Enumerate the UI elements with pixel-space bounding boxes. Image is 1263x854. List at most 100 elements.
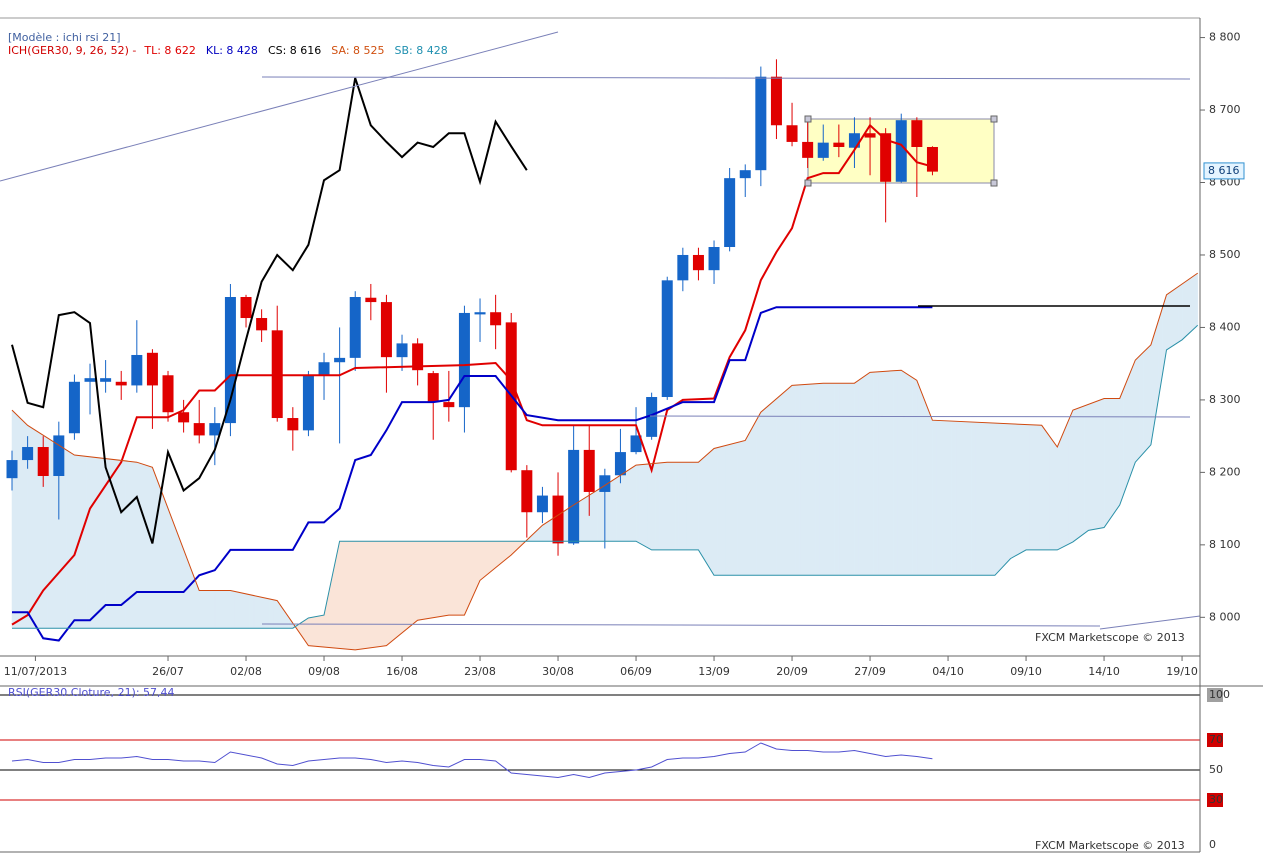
readout: CS: 8 616	[268, 44, 321, 57]
cloud-fill	[928, 410, 933, 576]
cloud-fill	[631, 464, 637, 542]
cloud-fill	[955, 421, 961, 576]
cloud-fill	[838, 382, 843, 576]
cloud-fill	[339, 540, 344, 650]
cloud-fill	[643, 463, 648, 549]
cloud-fill	[963, 421, 968, 576]
candle-body	[677, 254, 689, 281]
candle-body	[84, 378, 96, 382]
cloud-fill	[776, 394, 781, 576]
cloud-fill	[834, 382, 840, 576]
cloud-fill	[1135, 355, 1140, 463]
cloud-fill	[479, 540, 485, 581]
cloud-fill	[1049, 435, 1054, 551]
cloud-fill	[202, 590, 208, 629]
candle-body	[271, 330, 283, 419]
indicator-line	[12, 306, 933, 642]
cloud-fill	[1111, 398, 1117, 518]
cloud-fill	[1123, 379, 1128, 495]
cloud-fill	[889, 370, 894, 576]
cloud-fill	[343, 540, 348, 650]
candle-body	[895, 120, 907, 182]
cloud-fill	[140, 463, 145, 629]
cloud-fill	[93, 456, 99, 629]
candle-body	[318, 362, 330, 376]
cloud-fill	[998, 423, 1003, 572]
indicator-line	[11, 123, 933, 626]
cloud-fill	[768, 401, 773, 576]
cloud-fill	[596, 487, 602, 542]
cloud-fill	[842, 382, 847, 576]
cloud-fill	[994, 422, 1000, 576]
cloud-fill	[826, 382, 832, 576]
cloud-fill	[358, 540, 364, 650]
cloud-fill	[854, 380, 859, 576]
cloud-fill	[198, 590, 204, 629]
cloud-fill	[830, 382, 836, 576]
cloud-fill	[468, 540, 473, 607]
cloud-fill	[585, 494, 590, 542]
x-tick-label: 23/08	[464, 665, 496, 678]
indicator-line	[12, 324, 1199, 629]
drawings-front: [Modèle : ichi rsi 21] FXCM Marketscope …	[0, 17, 1263, 853]
handle	[804, 115, 812, 123]
cloud-fill	[713, 447, 719, 576]
cloud-fill	[1068, 409, 1074, 545]
cloud-fill	[1166, 291, 1171, 351]
cloud-fill	[588, 492, 594, 542]
cloud-fill	[967, 421, 972, 576]
cloud-fill	[939, 420, 945, 576]
cloud-fill	[971, 421, 976, 576]
cloud-fill	[487, 540, 492, 575]
x-tick-label: 30/08	[542, 665, 574, 678]
cloud-fill	[1018, 423, 1023, 555]
cloud-fill	[717, 446, 723, 576]
cloud-fill	[1185, 278, 1191, 337]
candle-body	[349, 297, 361, 358]
cloud-fill	[319, 614, 325, 648]
cloud-fill	[877, 371, 882, 576]
cloud-fill	[709, 447, 715, 577]
cloud-fill	[171, 518, 177, 629]
candle-body	[334, 357, 346, 363]
cloud-fill	[947, 420, 953, 576]
candle-body	[115, 381, 127, 386]
cloud-fill	[674, 461, 680, 551]
cloud-fill	[920, 390, 925, 576]
cloud-fill	[1177, 283, 1183, 343]
cloud-fill	[1099, 398, 1105, 529]
cloud-fill	[1076, 406, 1081, 540]
cloud-fill	[1096, 399, 1101, 530]
cloud-fill	[15, 413, 21, 629]
cloud-fill	[241, 592, 247, 629]
y-tick-label: 70	[1209, 733, 1223, 746]
cloud-fill	[354, 540, 360, 651]
cloud-fill	[986, 422, 992, 576]
cloud-fill	[1053, 440, 1058, 551]
cloud-fill	[666, 461, 672, 551]
cloud-fill	[1193, 272, 1198, 330]
cloud-fill	[846, 382, 851, 576]
cloud-fill	[721, 445, 726, 576]
cloud-fill	[253, 595, 258, 629]
cloud-fill	[908, 374, 914, 576]
candle-body	[443, 402, 455, 408]
cloud-fill	[85, 456, 91, 629]
y-tick-label: 8 000	[1209, 610, 1241, 623]
cloud-fill	[144, 464, 149, 629]
cloud-fill	[1170, 288, 1175, 348]
candle-body	[240, 297, 252, 319]
cloud-fill	[764, 404, 769, 576]
cloud-fill	[230, 590, 235, 629]
cloud-fill	[772, 398, 777, 576]
cloud-fill	[429, 540, 434, 619]
candle-body	[224, 297, 236, 424]
cloud-fill	[175, 528, 180, 629]
cloud-fill	[873, 371, 879, 576]
x-tick-label: 13/09	[698, 665, 730, 678]
candle-body	[568, 449, 580, 544]
cloud-fill	[975, 421, 980, 576]
x-tick-label: 16/08	[386, 665, 418, 678]
cloud-fill	[491, 540, 496, 572]
